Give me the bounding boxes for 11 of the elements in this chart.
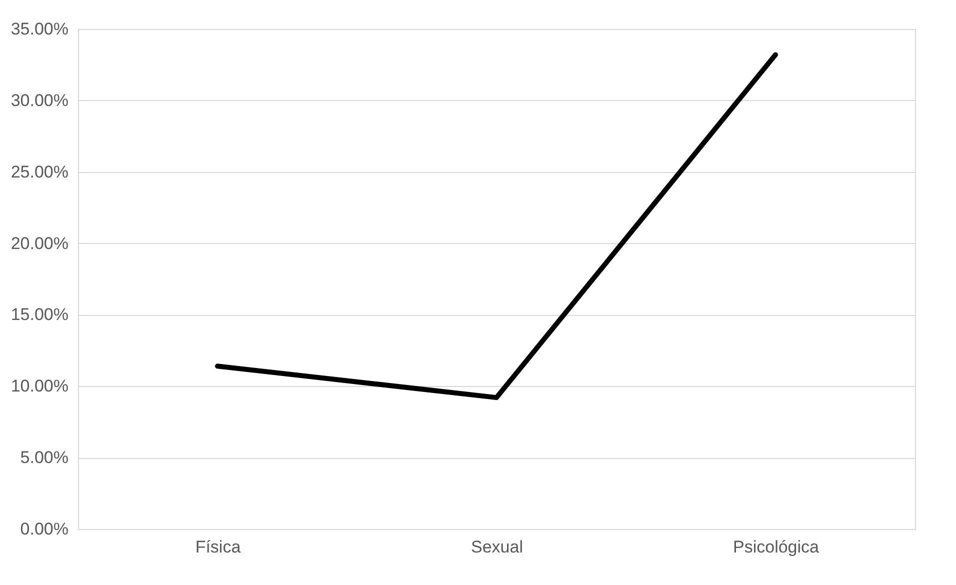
x-tick-label: Sexual [471, 538, 523, 556]
x-tick-label: Física [195, 538, 242, 556]
x-tick-label: Psicológica [733, 538, 820, 556]
y-tick-label: 20.00% [10, 234, 68, 253]
y-tick-label: 15.00% [10, 305, 68, 324]
y-tick-label: 35.00% [10, 20, 68, 38]
y-tick-label: 0.00% [20, 520, 68, 538]
y-tick-label: 5.00% [20, 448, 68, 468]
y-tick-label: 30.00% [10, 90, 68, 110]
y-tick-label: 25.00% [10, 162, 68, 182]
y-tick-label: 10.00% [10, 376, 68, 396]
